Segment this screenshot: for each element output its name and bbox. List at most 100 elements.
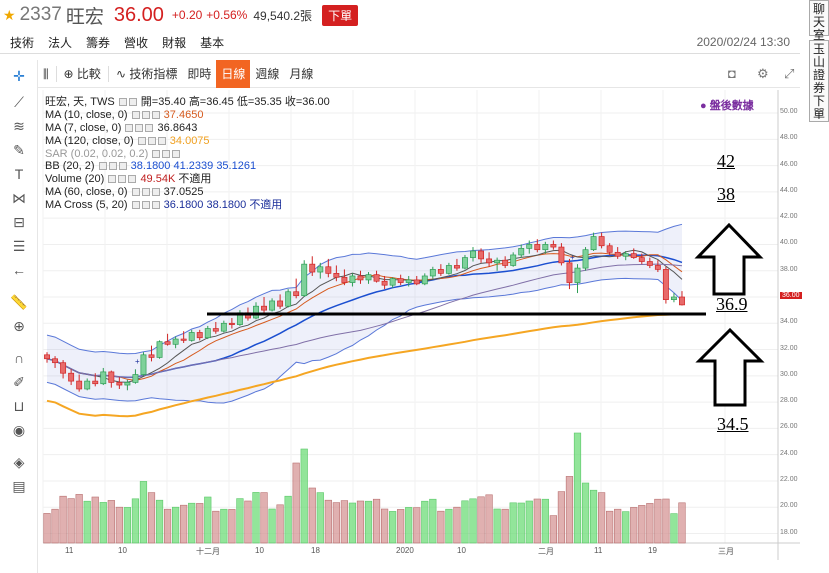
ma-cross-marker: + xyxy=(135,357,140,366)
candle-style-icon[interactable]: ⫼ xyxy=(43,66,49,81)
legend-ma120[interactable]: MA (120, close, 0) 34.0075 xyxy=(45,135,330,148)
legend-settings-icon[interactable] xyxy=(141,110,150,119)
legend-bb-upper: 41.2339 xyxy=(173,160,214,173)
candle-body xyxy=(638,257,645,262)
legend-bb-mid: 38.1800 xyxy=(130,160,171,173)
volume-bar xyxy=(461,500,469,544)
legend-close-icon[interactable] xyxy=(145,123,154,132)
broker-order-tab[interactable]: 玉山證券下單 xyxy=(809,40,829,122)
legend-settings-icon[interactable] xyxy=(118,175,127,184)
volume-bar xyxy=(670,513,678,544)
tab-fundamentals[interactable]: 基本 xyxy=(200,36,225,50)
toolbar-divider xyxy=(107,65,109,82)
legend-settings-icon[interactable] xyxy=(162,149,171,158)
lock-drawing-icon[interactable]: ✐ xyxy=(13,374,25,390)
volume-bar xyxy=(228,509,236,544)
pattern-icon[interactable]: ⋈ xyxy=(12,190,26,206)
legend-ma60[interactable]: MA (60, close, 0) 37.0525 xyxy=(45,186,330,199)
ruler-icon[interactable]: 📏 xyxy=(10,294,28,310)
legend-eye-icon[interactable] xyxy=(137,136,146,145)
interval-weekly-button[interactable]: 週線 xyxy=(255,66,280,81)
legend-close-icon[interactable] xyxy=(151,201,160,210)
legend-close-icon[interactable] xyxy=(118,162,127,171)
legend-bb[interactable]: BB (20, 2) 38.1800 41.2339 35.1261 xyxy=(45,160,330,173)
legend-eye-icon[interactable] xyxy=(131,201,140,210)
legend-eye-icon[interactable] xyxy=(98,162,107,171)
legend-volume[interactable]: Volume (20) 49.54K 不適用 xyxy=(45,173,330,186)
legend-ma10[interactable]: MA (10, close, 0) 37.4650 xyxy=(45,109,330,122)
legend-settings-icon[interactable] xyxy=(141,201,150,210)
candle-body xyxy=(52,358,59,364)
text-tool-icon[interactable]: T xyxy=(14,166,24,182)
legend-macross[interactable]: MA Cross (5, 20) 36.1800 38.1800 不適用 xyxy=(45,199,330,212)
ma120-line xyxy=(46,313,683,418)
unlock-icon[interactable]: ⊔ xyxy=(13,398,25,414)
chat-room-tab[interactable]: 聊天室 xyxy=(809,0,829,42)
visibility-eye-icon[interactable]: ◉ xyxy=(12,422,26,438)
legend-low: 低=35.35 xyxy=(236,96,282,108)
legend-eye-icon[interactable] xyxy=(118,98,127,106)
legend-eye-icon[interactable] xyxy=(131,110,140,119)
interval-intraday-button[interactable]: 即時 xyxy=(187,66,212,81)
place-order-button[interactable]: 下單 xyxy=(322,4,359,26)
after-hours-data-link[interactable]: ● 盤後數據 xyxy=(700,100,754,112)
volume-bar xyxy=(91,496,99,544)
candle-body xyxy=(188,332,195,341)
compare-button[interactable]: ⊕ 比較 xyxy=(63,66,101,81)
volume-bar xyxy=(99,502,107,544)
tab-technical[interactable]: 技術 xyxy=(10,36,35,50)
volume-bar xyxy=(131,498,140,544)
up-arrow-upper xyxy=(694,222,764,296)
legend-settings-icon[interactable] xyxy=(141,188,150,197)
tab-institutional[interactable]: 法人 xyxy=(48,36,73,50)
quote-header: ★ 2337 旺宏 36.00 +0.20 +0.56% 49,540.2張 下… xyxy=(0,0,800,30)
fib-icon[interactable]: ≋ xyxy=(13,118,25,134)
legend-settings-icon[interactable] xyxy=(108,162,117,171)
candle-body xyxy=(373,274,380,282)
legend-ma7[interactable]: MA (7, close, 0) 36.8643 xyxy=(45,122,330,135)
volume-bar xyxy=(220,508,228,544)
tab-revenue[interactable]: 營收 xyxy=(124,36,149,50)
volume-bar xyxy=(348,502,357,544)
legend-settings-icon[interactable] xyxy=(147,136,156,145)
time-tick-label: 10 xyxy=(255,546,264,555)
zoom-in-icon[interactable]: ⊕ xyxy=(13,318,25,334)
legend-close-icon[interactable] xyxy=(151,188,160,197)
volume-bar xyxy=(501,508,509,544)
legend-close-icon[interactable] xyxy=(172,149,181,158)
settings-gear-icon[interactable]: ⚙ xyxy=(757,66,769,81)
favorite-star-icon[interactable]: ★ xyxy=(3,6,16,23)
trend-line-icon[interactable]: ⟋ xyxy=(14,94,24,110)
interval-monthly-button[interactable]: 月線 xyxy=(289,66,314,81)
candle-body xyxy=(502,259,509,266)
legend-eye-icon[interactable] xyxy=(152,149,161,158)
volume-bar xyxy=(589,489,598,544)
magnet-icon[interactable]: ∩ xyxy=(13,350,25,366)
tab-margin[interactable]: 籌券 xyxy=(86,36,111,50)
legend-close-icon[interactable] xyxy=(157,136,166,145)
trash-icon[interactable]: ▤ xyxy=(12,478,26,494)
indicators-button[interactable]: ∿ 技術指標 xyxy=(115,66,178,81)
interval-daily-button[interactable]: 日線 xyxy=(216,59,251,88)
legend-settings-icon[interactable] xyxy=(128,98,137,106)
forecast-icon[interactable]: ☰ xyxy=(12,238,26,254)
legend-eye-icon[interactable] xyxy=(108,175,117,184)
price-tick-label: 34.00 xyxy=(780,318,798,326)
brush-icon[interactable]: ✎ xyxy=(13,142,25,158)
legend-sar[interactable]: SAR (0.02, 0.02, 0.2) xyxy=(45,148,330,161)
camera-icon[interactable]: ◘ xyxy=(728,66,736,81)
measure-icon[interactable]: ⊟ xyxy=(13,214,25,230)
legend-close-icon[interactable] xyxy=(128,175,137,184)
legend-close-icon[interactable] xyxy=(151,110,160,119)
layers-icon[interactable]: ◈ xyxy=(13,454,25,470)
undo-arrow-icon[interactable]: ← xyxy=(12,262,26,278)
legend-eye-icon[interactable] xyxy=(125,123,134,132)
price-tick-label: 48.00 xyxy=(780,134,798,142)
legend-eye-icon[interactable] xyxy=(131,188,140,197)
candle-body xyxy=(156,341,163,358)
tab-financials[interactable]: 財報 xyxy=(162,36,187,50)
legend-settings-icon[interactable] xyxy=(135,123,144,132)
fullscreen-icon[interactable]: ⤢ xyxy=(784,66,795,81)
crosshair-icon[interactable]: ✛ xyxy=(13,68,25,84)
